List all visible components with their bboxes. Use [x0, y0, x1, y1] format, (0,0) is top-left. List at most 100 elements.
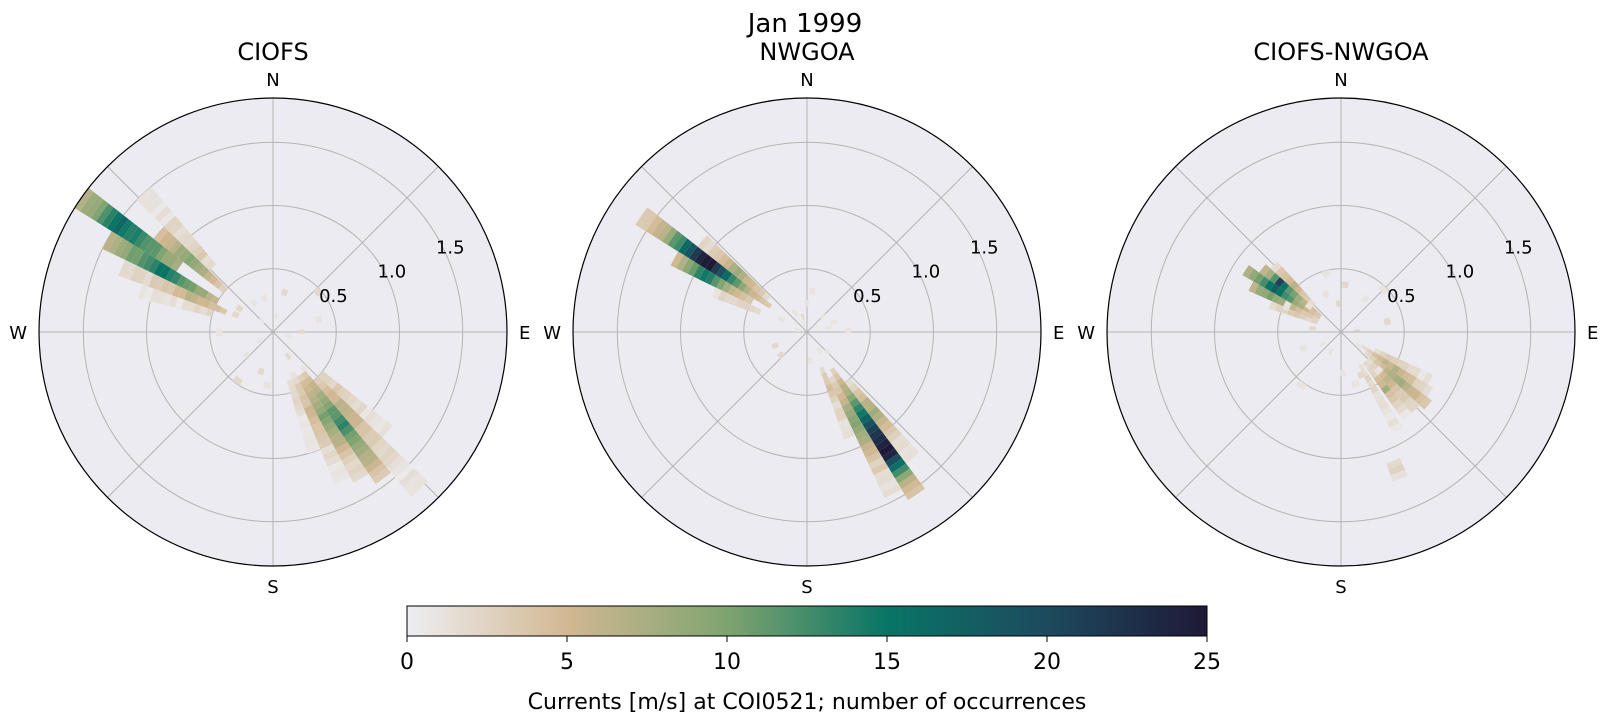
- colorbar-gradient: [406, 605, 1208, 637]
- histogram-bar: [823, 377, 832, 386]
- histogram-bar: [1353, 328, 1360, 332]
- histogram-bar: [868, 427, 884, 441]
- histogram-bar: [186, 239, 200, 253]
- histogram-bar: [358, 424, 374, 439]
- histogram-bar: [325, 389, 337, 400]
- histogram-bar: [727, 285, 738, 296]
- histogram-bar: [368, 462, 387, 479]
- histogram-bar: [1308, 309, 1316, 317]
- histogram-bar: [717, 290, 728, 302]
- histogram-bar: [845, 378, 855, 388]
- histogram-bar: [199, 306, 208, 316]
- histogram-bar: [729, 295, 739, 307]
- histogram-bar: [764, 300, 773, 309]
- histogram-bar: [329, 393, 342, 405]
- histogram-bar: [777, 315, 786, 323]
- histogram-bar: [1370, 362, 1379, 371]
- direction-label: W: [1077, 323, 1095, 344]
- histogram-bar: [878, 443, 895, 457]
- histogram-bar: [119, 241, 134, 260]
- histogram-bar: [218, 283, 228, 294]
- histogram-bar: [873, 467, 892, 482]
- histogram-bar: [1390, 469, 1408, 482]
- histogram-bar: [1378, 284, 1389, 295]
- histogram-bar: [193, 285, 204, 296]
- histogram-bar: [712, 248, 726, 262]
- histogram-bar: [710, 275, 722, 288]
- radial-tick-label: 1.0: [912, 262, 941, 283]
- direction-label: N: [266, 70, 279, 91]
- histogram-bar: [670, 251, 684, 269]
- histogram-bar: [1294, 285, 1303, 294]
- radial-tick-label: 1.5: [1504, 237, 1533, 258]
- histogram-bar: [1377, 379, 1387, 389]
- angular-grid-line: [107, 331, 274, 498]
- histogram-bar: [857, 434, 873, 447]
- histogram-bar: [203, 270, 214, 282]
- histogram-bar: [862, 417, 876, 430]
- radial-tick-label: 1.5: [970, 237, 999, 258]
- histogram-bar: [323, 421, 337, 433]
- histogram-bar: [829, 367, 838, 376]
- histogram-bar: [201, 298, 211, 309]
- histogram-bar: [171, 284, 183, 298]
- histogram-bar: [733, 288, 743, 299]
- histogram-bar: [219, 307, 228, 315]
- histogram-bar: [791, 309, 798, 317]
- histogram-bar: [872, 433, 887, 446]
- histogram-bar: [844, 407, 856, 418]
- histogram-bar: [1391, 373, 1402, 384]
- histogram-bar: [1391, 364, 1401, 374]
- histogram-bar: [308, 394, 319, 405]
- histogram-bar: [794, 329, 801, 332]
- histogram-bar: [148, 273, 160, 289]
- histogram-bar: [1361, 294, 1370, 304]
- histogram-bar: [213, 304, 222, 313]
- histogram-bar: [742, 285, 753, 296]
- histogram-bar: [154, 276, 165, 291]
- histogram-bar: [323, 374, 333, 385]
- histogram-bar: [801, 320, 805, 327]
- histogram-bar: [776, 351, 785, 360]
- histogram-bar: [90, 199, 109, 222]
- histogram-bar: [155, 246, 169, 262]
- histogram-bar: [825, 325, 833, 330]
- histogram-bar: [1294, 293, 1304, 303]
- histogram-bar: [1365, 357, 1374, 366]
- histogram-bar: [1300, 309, 1309, 317]
- histogram-bar: [807, 356, 813, 364]
- histogram-bar: [168, 295, 178, 308]
- histogram-bar: [160, 250, 174, 265]
- histogram-bar: [1321, 289, 1330, 298]
- histogram-bar: [890, 433, 907, 449]
- histogram-bar: [332, 382, 343, 394]
- histogram-bar: [1292, 311, 1301, 319]
- histogram-bar: [320, 443, 336, 456]
- histogram-bar: [326, 404, 339, 416]
- figure-title: Jan 1999: [746, 9, 863, 39]
- histogram-bar: [368, 413, 383, 429]
- histogram-bar: [1361, 345, 1369, 352]
- histogram-bar: [1313, 313, 1321, 320]
- histogram-bar: [646, 215, 663, 235]
- histogram-bar: [1370, 370, 1379, 379]
- histogram-bar: [827, 389, 837, 398]
- histogram-bar: [656, 222, 673, 242]
- histogram-bar: [1259, 264, 1271, 277]
- histogram-bar: [344, 457, 362, 472]
- histogram-bar: [304, 437, 319, 448]
- histogram-bar: [823, 348, 832, 356]
- histogram-bar: [1362, 360, 1371, 369]
- histogram-bar: [1271, 294, 1281, 304]
- histogram-bar: [256, 338, 263, 344]
- radial-tick-label: 1.0: [378, 262, 407, 283]
- histogram-bar: [208, 274, 219, 286]
- histogram-bar: [847, 413, 860, 424]
- histogram-bar: [891, 463, 910, 479]
- histogram-bar: [317, 410, 330, 422]
- histogram-bar: [153, 226, 169, 243]
- histogram-bar: [837, 417, 850, 428]
- histogram-bar: [350, 468, 369, 483]
- histogram-bar: [310, 421, 324, 432]
- histogram-bar: [1390, 383, 1402, 395]
